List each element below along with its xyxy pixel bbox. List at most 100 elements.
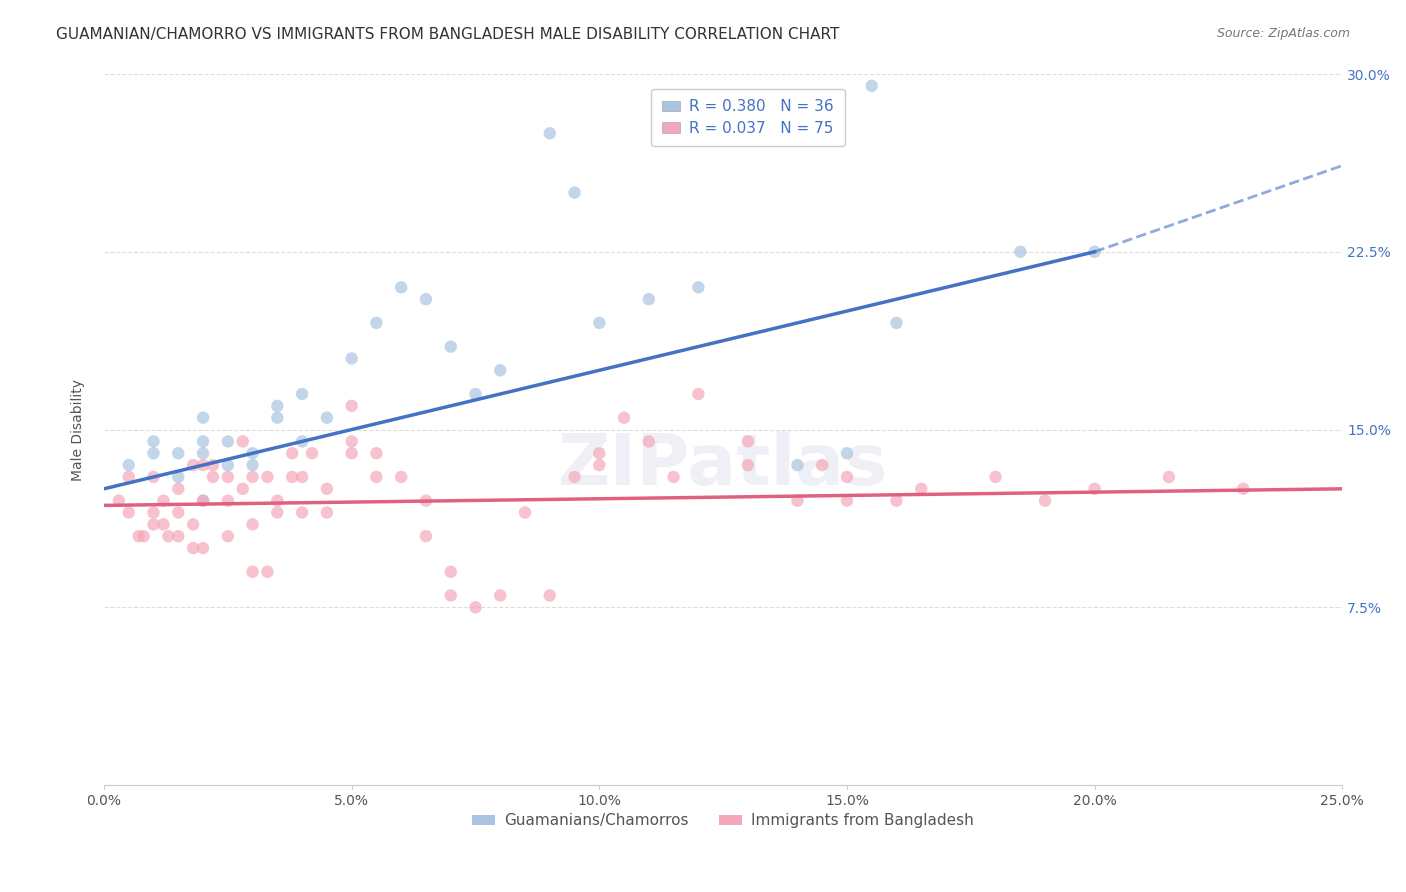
Point (201, 458, 224, 472)
Point (835, 470, 858, 484)
Point (191, 493, 214, 508)
Point (860, 78, 883, 93)
Point (242, 565, 264, 579)
Point (1010, 244, 1032, 259)
Point (191, 541, 214, 555)
Point (217, 434, 239, 449)
Point (415, 529, 437, 543)
Point (1232, 482, 1254, 496)
Point (588, 458, 610, 472)
Point (588, 316, 610, 330)
Point (167, 506, 190, 520)
Point (910, 482, 932, 496)
Text: ZIPatlas: ZIPatlas (558, 431, 889, 500)
Point (266, 399, 288, 413)
Point (191, 493, 214, 508)
Point (217, 470, 239, 484)
Point (538, 589, 561, 603)
Point (217, 529, 239, 543)
Point (1033, 493, 1056, 508)
Point (181, 517, 204, 532)
Point (167, 529, 190, 543)
Point (128, 529, 150, 543)
Point (440, 589, 463, 603)
Point (232, 482, 254, 496)
Point (291, 434, 314, 449)
Point (152, 517, 174, 532)
Point (142, 470, 165, 484)
Point (281, 446, 304, 460)
Point (142, 446, 165, 460)
Point (1084, 244, 1107, 259)
Point (191, 434, 214, 449)
Point (167, 482, 190, 496)
Point (242, 446, 264, 460)
Point (232, 434, 254, 449)
Point (242, 470, 264, 484)
Point (415, 292, 437, 306)
Point (157, 529, 180, 543)
Point (167, 446, 190, 460)
Point (291, 387, 314, 401)
Point (440, 340, 463, 354)
Point (489, 363, 512, 377)
Point (167, 470, 190, 484)
Point (464, 600, 486, 615)
Point (152, 493, 174, 508)
Point (613, 410, 636, 425)
Point (538, 126, 561, 140)
Point (256, 565, 278, 579)
Point (464, 387, 486, 401)
Point (1157, 470, 1180, 484)
Point (118, 458, 141, 472)
Point (737, 458, 759, 472)
Point (366, 446, 388, 460)
Point (513, 506, 536, 520)
Point (389, 470, 412, 484)
Point (118, 506, 141, 520)
Point (301, 446, 323, 460)
Text: Source: ZipAtlas.com: Source: ZipAtlas.com (1216, 27, 1350, 40)
Point (340, 399, 363, 413)
Point (835, 446, 858, 460)
Text: GUAMANIAN/CHAMORRO VS IMMIGRANTS FROM BANGLADESH MALE DISABILITY CORRELATION CHA: GUAMANIAN/CHAMORRO VS IMMIGRANTS FROM BA… (56, 27, 839, 42)
Point (340, 351, 363, 366)
Point (315, 482, 337, 496)
Point (489, 589, 512, 603)
Point (564, 470, 586, 484)
Point (142, 517, 165, 532)
Y-axis label: Male Disability: Male Disability (72, 378, 86, 481)
Point (291, 506, 314, 520)
Point (737, 434, 759, 449)
Point (984, 470, 1007, 484)
Point (637, 434, 659, 449)
Point (201, 470, 224, 484)
Point (181, 541, 204, 555)
Point (242, 458, 264, 472)
Point (191, 410, 214, 425)
Point (291, 470, 314, 484)
Point (315, 410, 337, 425)
Legend: Guamanians/Chamorros, Immigrants from Bangladesh: Guamanians/Chamorros, Immigrants from Ba… (465, 807, 980, 834)
Point (191, 446, 214, 460)
Point (108, 493, 131, 508)
Point (1084, 482, 1107, 496)
Point (366, 316, 388, 330)
Point (315, 506, 337, 520)
Point (281, 470, 304, 484)
Point (688, 387, 710, 401)
Point (142, 506, 165, 520)
Point (217, 458, 239, 472)
Point (811, 458, 834, 472)
Point (886, 493, 908, 508)
Point (786, 493, 808, 508)
Point (835, 493, 858, 508)
Point (564, 186, 586, 200)
Point (256, 470, 278, 484)
Point (662, 470, 685, 484)
Point (588, 446, 610, 460)
Point (142, 434, 165, 449)
Point (242, 517, 264, 532)
Point (340, 446, 363, 460)
Point (217, 493, 239, 508)
